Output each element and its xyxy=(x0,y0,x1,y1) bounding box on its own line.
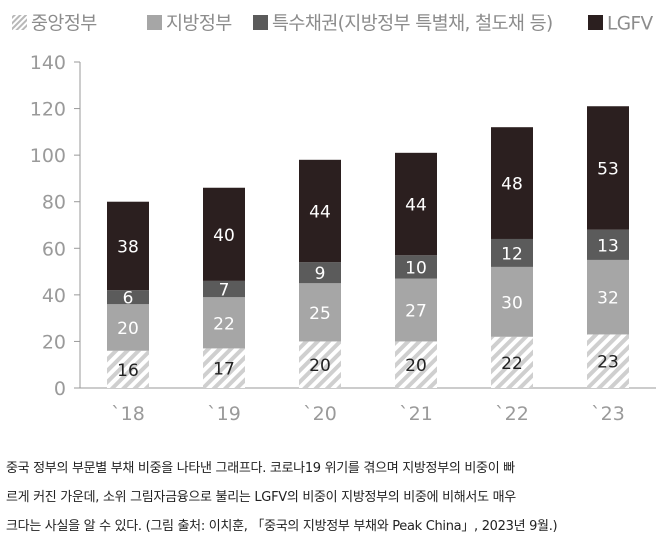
data-label: 27 xyxy=(405,301,427,321)
data-label: 12 xyxy=(501,244,523,264)
bar-segment xyxy=(491,127,533,239)
data-label: 13 xyxy=(597,236,619,256)
x-tick-label: `20 xyxy=(303,403,337,425)
data-label: 9 xyxy=(315,264,326,284)
bar-segment xyxy=(203,297,245,349)
y-tick-label: 60 xyxy=(42,238,66,260)
bar-segment xyxy=(299,341,341,388)
bar-stack: 16 20 6 38 xyxy=(107,201,149,388)
legend-swatch xyxy=(12,15,27,30)
bar-stack: 22 30 12 48 xyxy=(491,127,533,388)
data-label: 40 xyxy=(213,226,235,246)
data-label: 53 xyxy=(597,159,619,179)
x-tick-label: `21 xyxy=(399,403,433,425)
bar-segment xyxy=(491,266,533,337)
y-tick-label: 140 xyxy=(30,52,66,74)
data-label: 20 xyxy=(117,319,139,339)
data-label: 25 xyxy=(309,304,331,324)
data-label: 23 xyxy=(597,353,619,373)
caption-line-2: 르게 커진 가운데, 소위 그림자금융으로 불리는 LGFV의 비중이 지방정부… xyxy=(6,490,516,505)
legend-item: 지방정부 xyxy=(147,14,233,35)
legend-item: 특수채권(지방정부 특별채, 철도채 등) xyxy=(253,14,553,35)
legend-label: 지방정부 xyxy=(166,14,232,35)
data-label: 20 xyxy=(405,356,427,376)
legend-swatch xyxy=(253,15,268,30)
bar-stack: 20 25 9 44 xyxy=(299,159,341,388)
bar-segment xyxy=(203,348,245,388)
legend-item: LGFV xyxy=(588,14,654,35)
data-label: 48 xyxy=(501,175,523,195)
legend-swatch xyxy=(588,15,603,30)
figure-caption: 중국 정부의 부문별 부채 비중을 나타낸 그래프다. 코로나19 위기를 겪으… xyxy=(6,454,661,541)
data-label: 6 xyxy=(123,289,134,309)
data-label: 10 xyxy=(405,258,427,278)
bar-stack: 23 32 13 53 xyxy=(587,106,629,388)
data-label: 22 xyxy=(213,314,235,334)
data-label: 30 xyxy=(501,293,523,313)
y-tick-label: 20 xyxy=(42,331,66,353)
bar-stack: 17 22 7 40 xyxy=(203,187,245,388)
bar-segment xyxy=(587,106,629,230)
legend-label: 특수채권(지방정부 특별채, 철도채 등) xyxy=(272,14,553,35)
bar-segment xyxy=(587,259,629,335)
bar-segment xyxy=(395,255,437,279)
x-tick-label: `18 xyxy=(111,403,145,425)
bar-segment xyxy=(299,159,341,263)
legend: 중앙정부 지방정부 특수채권(지방정부 특별채, 철도채 등) LGFV xyxy=(12,14,654,35)
bar-segment xyxy=(395,152,437,256)
y-axis: 0 20 40 60 80 100 120 140 xyxy=(30,52,81,400)
y-tick-label: 120 xyxy=(30,99,66,121)
bar-segment xyxy=(395,341,437,388)
data-label: 22 xyxy=(501,354,523,374)
data-label: 32 xyxy=(597,289,619,309)
bar-segment xyxy=(107,201,149,291)
data-label: 38 xyxy=(117,237,139,257)
bar-segment xyxy=(203,187,245,281)
y-tick-label: 40 xyxy=(42,285,66,307)
bar-segment xyxy=(107,350,149,388)
x-axis: `18 `19 `20 `21 `22 `23 xyxy=(80,387,656,425)
bar-segment xyxy=(491,238,533,267)
x-tick-label: `23 xyxy=(591,403,625,425)
x-tick-label: `22 xyxy=(495,403,529,425)
bar-segment xyxy=(203,280,245,298)
caption-line-3: 크다는 사실을 알 수 있다. (그림 출처: 이치훈, 「중국의 지방정부 부… xyxy=(6,519,558,534)
data-label: 20 xyxy=(309,356,331,376)
data-label: 44 xyxy=(309,203,331,223)
bars: 16 20 6 38 17 22 7 40 20 25 9 44 20 27 10 44 22 30 12 48 23 3… xyxy=(107,106,629,388)
x-tick-label: `19 xyxy=(207,403,241,425)
data-label: 44 xyxy=(405,196,427,216)
bar-segment xyxy=(587,229,629,260)
legend-swatch xyxy=(147,15,162,30)
bar-segment xyxy=(107,304,149,351)
bar-stack: 20 27 10 44 xyxy=(395,152,437,388)
legend-item: 중앙정부 xyxy=(12,14,98,35)
y-tick-label: 0 xyxy=(54,378,66,400)
bar-segment xyxy=(299,283,341,342)
caption-line-1: 중국 정부의 부문별 부채 비중을 나타낸 그래프다. 코로나19 위기를 겪으… xyxy=(6,461,515,476)
stacked-bar-chart: 중앙정부 지방정부 특수채권(지방정부 특별채, 철도채 등) LGFV 0 20 40 6… xyxy=(12,14,656,425)
bar-segment xyxy=(107,290,149,305)
bar-segment xyxy=(491,336,533,388)
data-label: 17 xyxy=(213,360,235,380)
data-label: 7 xyxy=(219,281,230,301)
legend-label: 중앙정부 xyxy=(31,14,97,35)
bar-segment xyxy=(299,262,341,284)
legend-label: LGFV xyxy=(607,14,653,35)
bar-segment xyxy=(395,278,437,342)
data-label: 16 xyxy=(117,361,139,381)
y-tick-label: 80 xyxy=(42,192,66,214)
bar-segment xyxy=(587,334,629,388)
y-tick-label: 100 xyxy=(30,145,66,167)
